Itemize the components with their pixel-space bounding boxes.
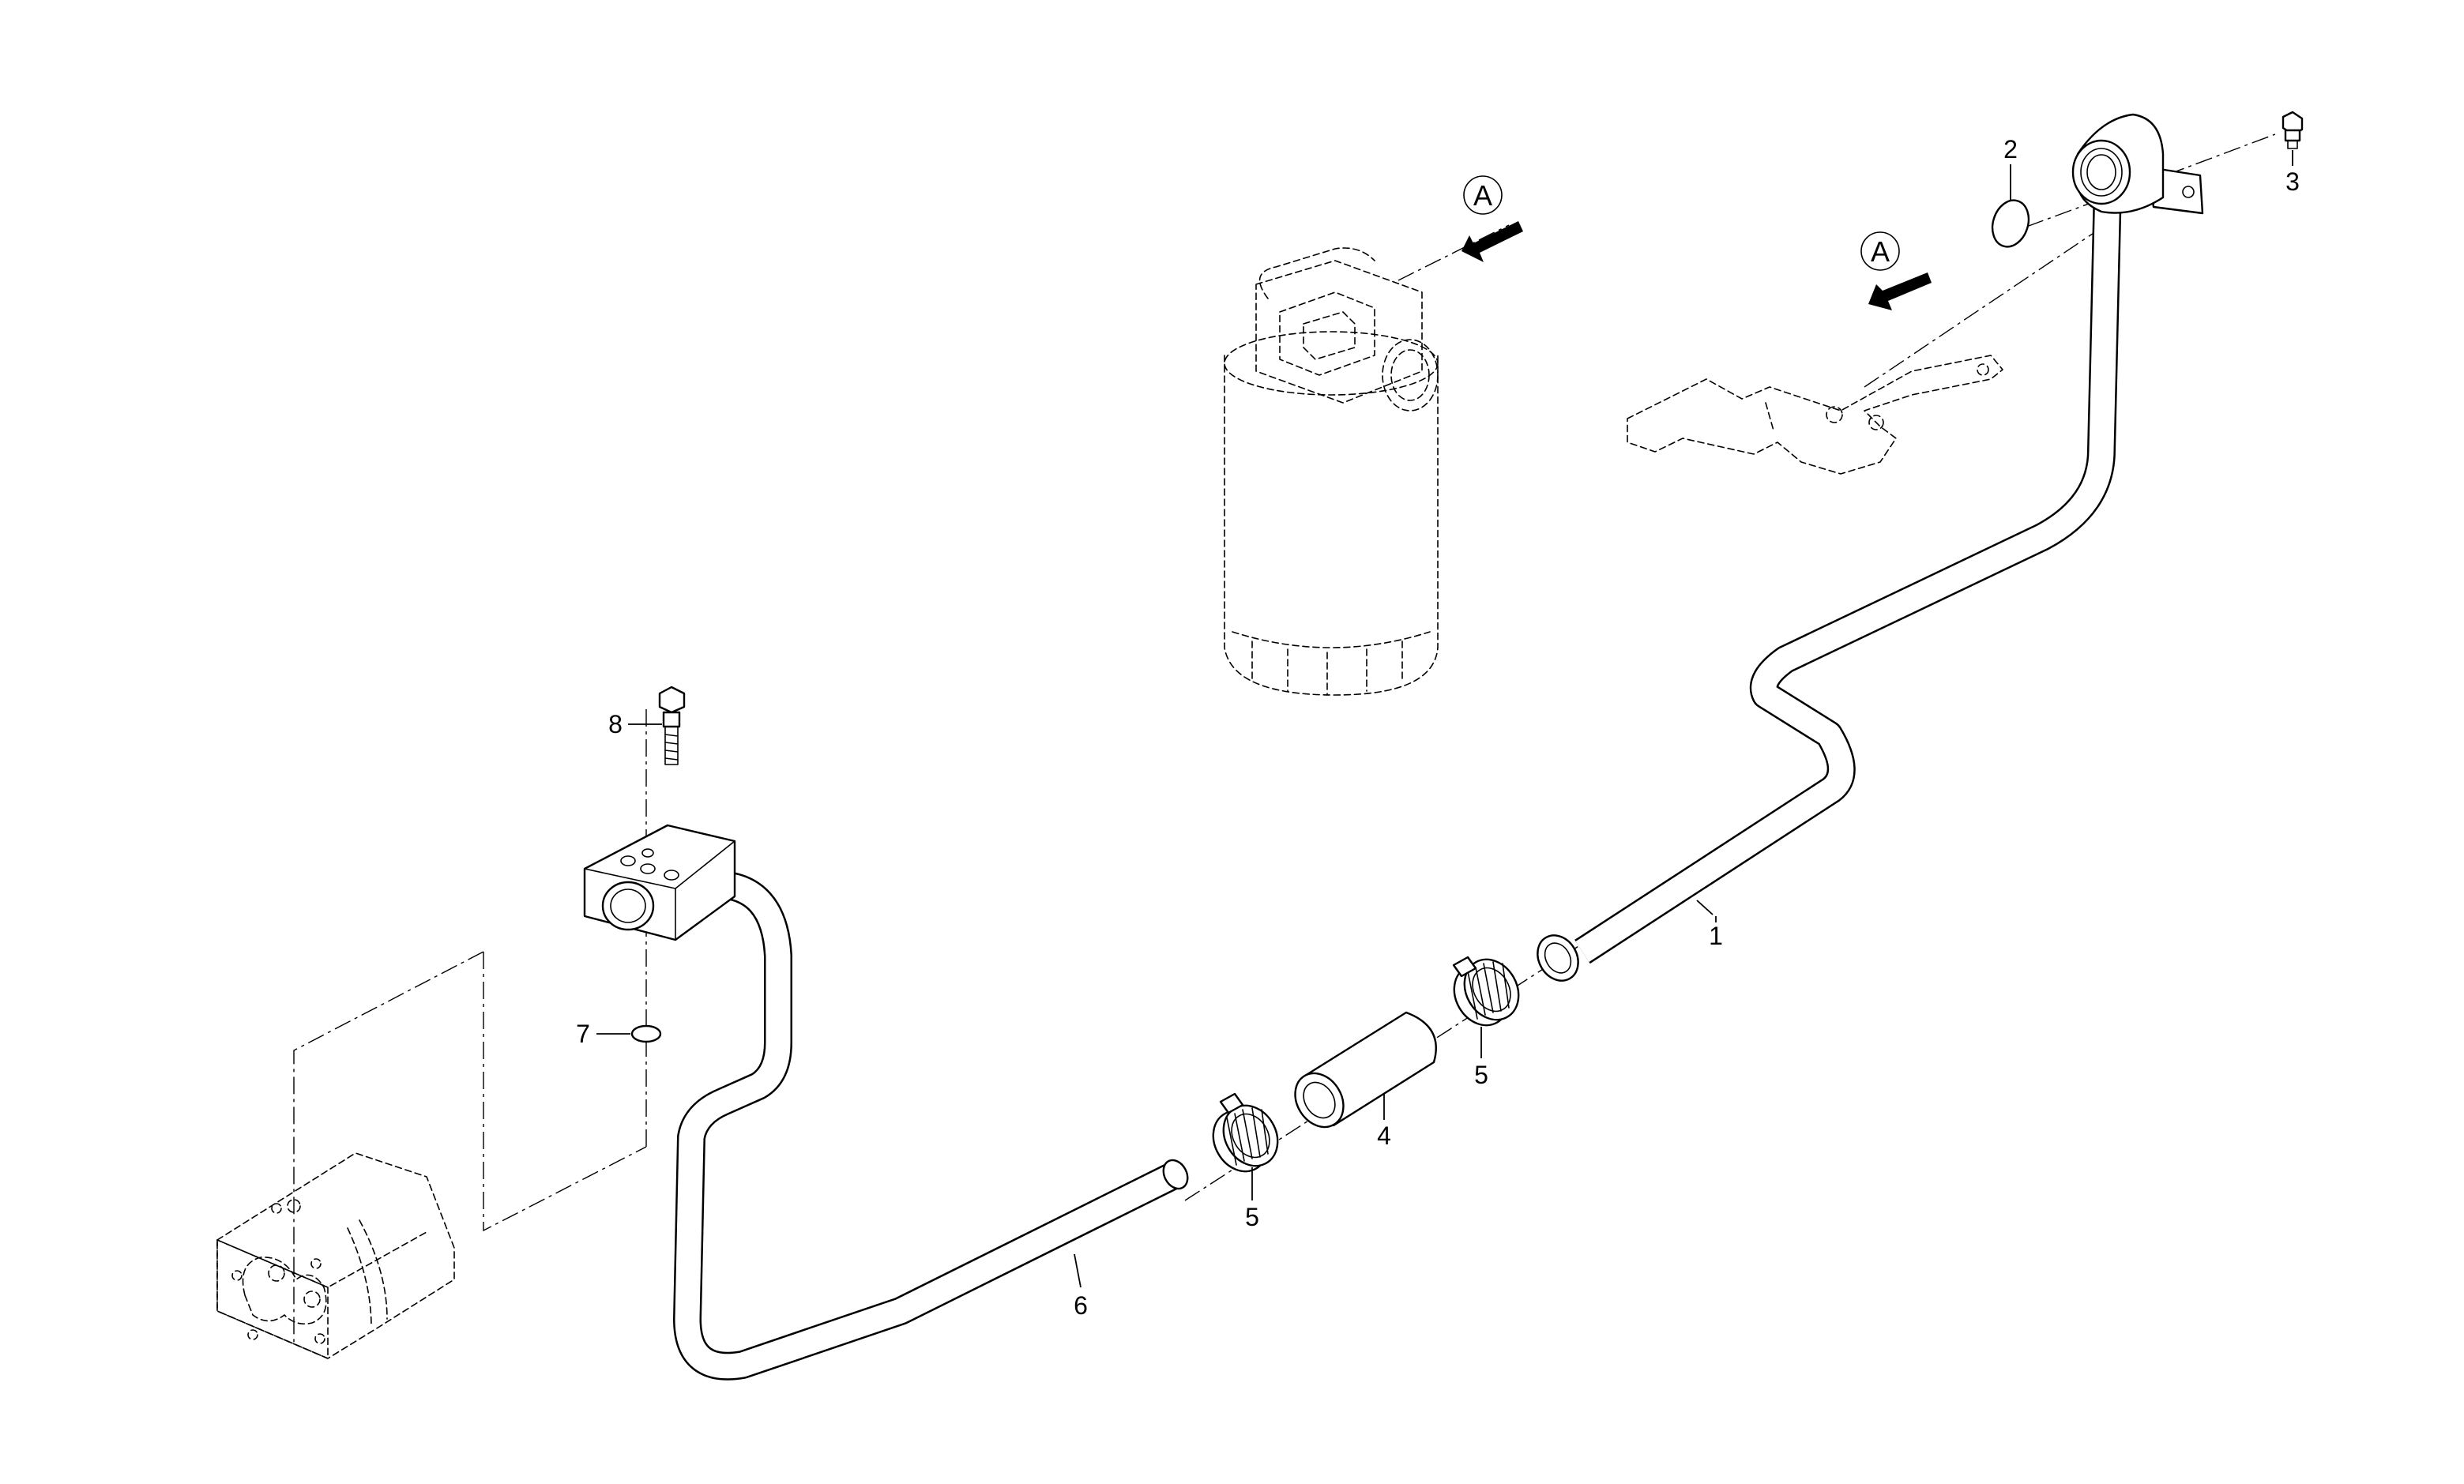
view-marker-a-upper: A: [1461, 175, 1523, 262]
pipe-1: [1537, 185, 2122, 982]
elbow-flange-fitting: [2071, 113, 2204, 215]
pump-body-phantom: [216, 1152, 455, 1359]
filter-housing-phantom: [1224, 247, 1439, 696]
pipe-6: [673, 870, 1189, 1381]
bolt-8: [658, 686, 686, 765]
svg-text:A: A: [1473, 179, 1492, 212]
callout-5-lower: 5: [1245, 1203, 1259, 1231]
view-marker-a-lower: A: [1860, 231, 1932, 310]
bolt-3: [2282, 111, 2304, 149]
callout-labels: 1 2 3 4 5 5 6 7 8: [576, 135, 2300, 1320]
callout-2: 2: [2003, 135, 2018, 163]
svg-text:A: A: [1871, 235, 1890, 268]
hose-clamp-5-upper: [1452, 956, 1520, 1027]
hose-4: [1294, 1011, 1437, 1129]
callout-1: 1: [1709, 922, 1723, 950]
callout-7: 7: [576, 1020, 590, 1048]
mounting-bracket-phantom: [1627, 355, 2003, 475]
o-ring-2: [1991, 199, 2030, 248]
centre-lines: [293, 133, 2276, 1343]
callout-8: 8: [608, 710, 623, 738]
view-arrow-icon: [1461, 221, 1523, 262]
leader-lines: [596, 150, 2293, 1288]
callout-5-upper: 5: [1474, 1061, 1488, 1089]
o-ring-7: [630, 1024, 662, 1043]
view-arrow-icon: [1868, 272, 1932, 310]
callout-6: 6: [1074, 1291, 1088, 1320]
hose-clamp-5-lower: [1212, 1092, 1279, 1173]
callout-4: 4: [1377, 1121, 1391, 1150]
callout-3: 3: [2285, 167, 2300, 196]
block-flange: [583, 824, 736, 941]
